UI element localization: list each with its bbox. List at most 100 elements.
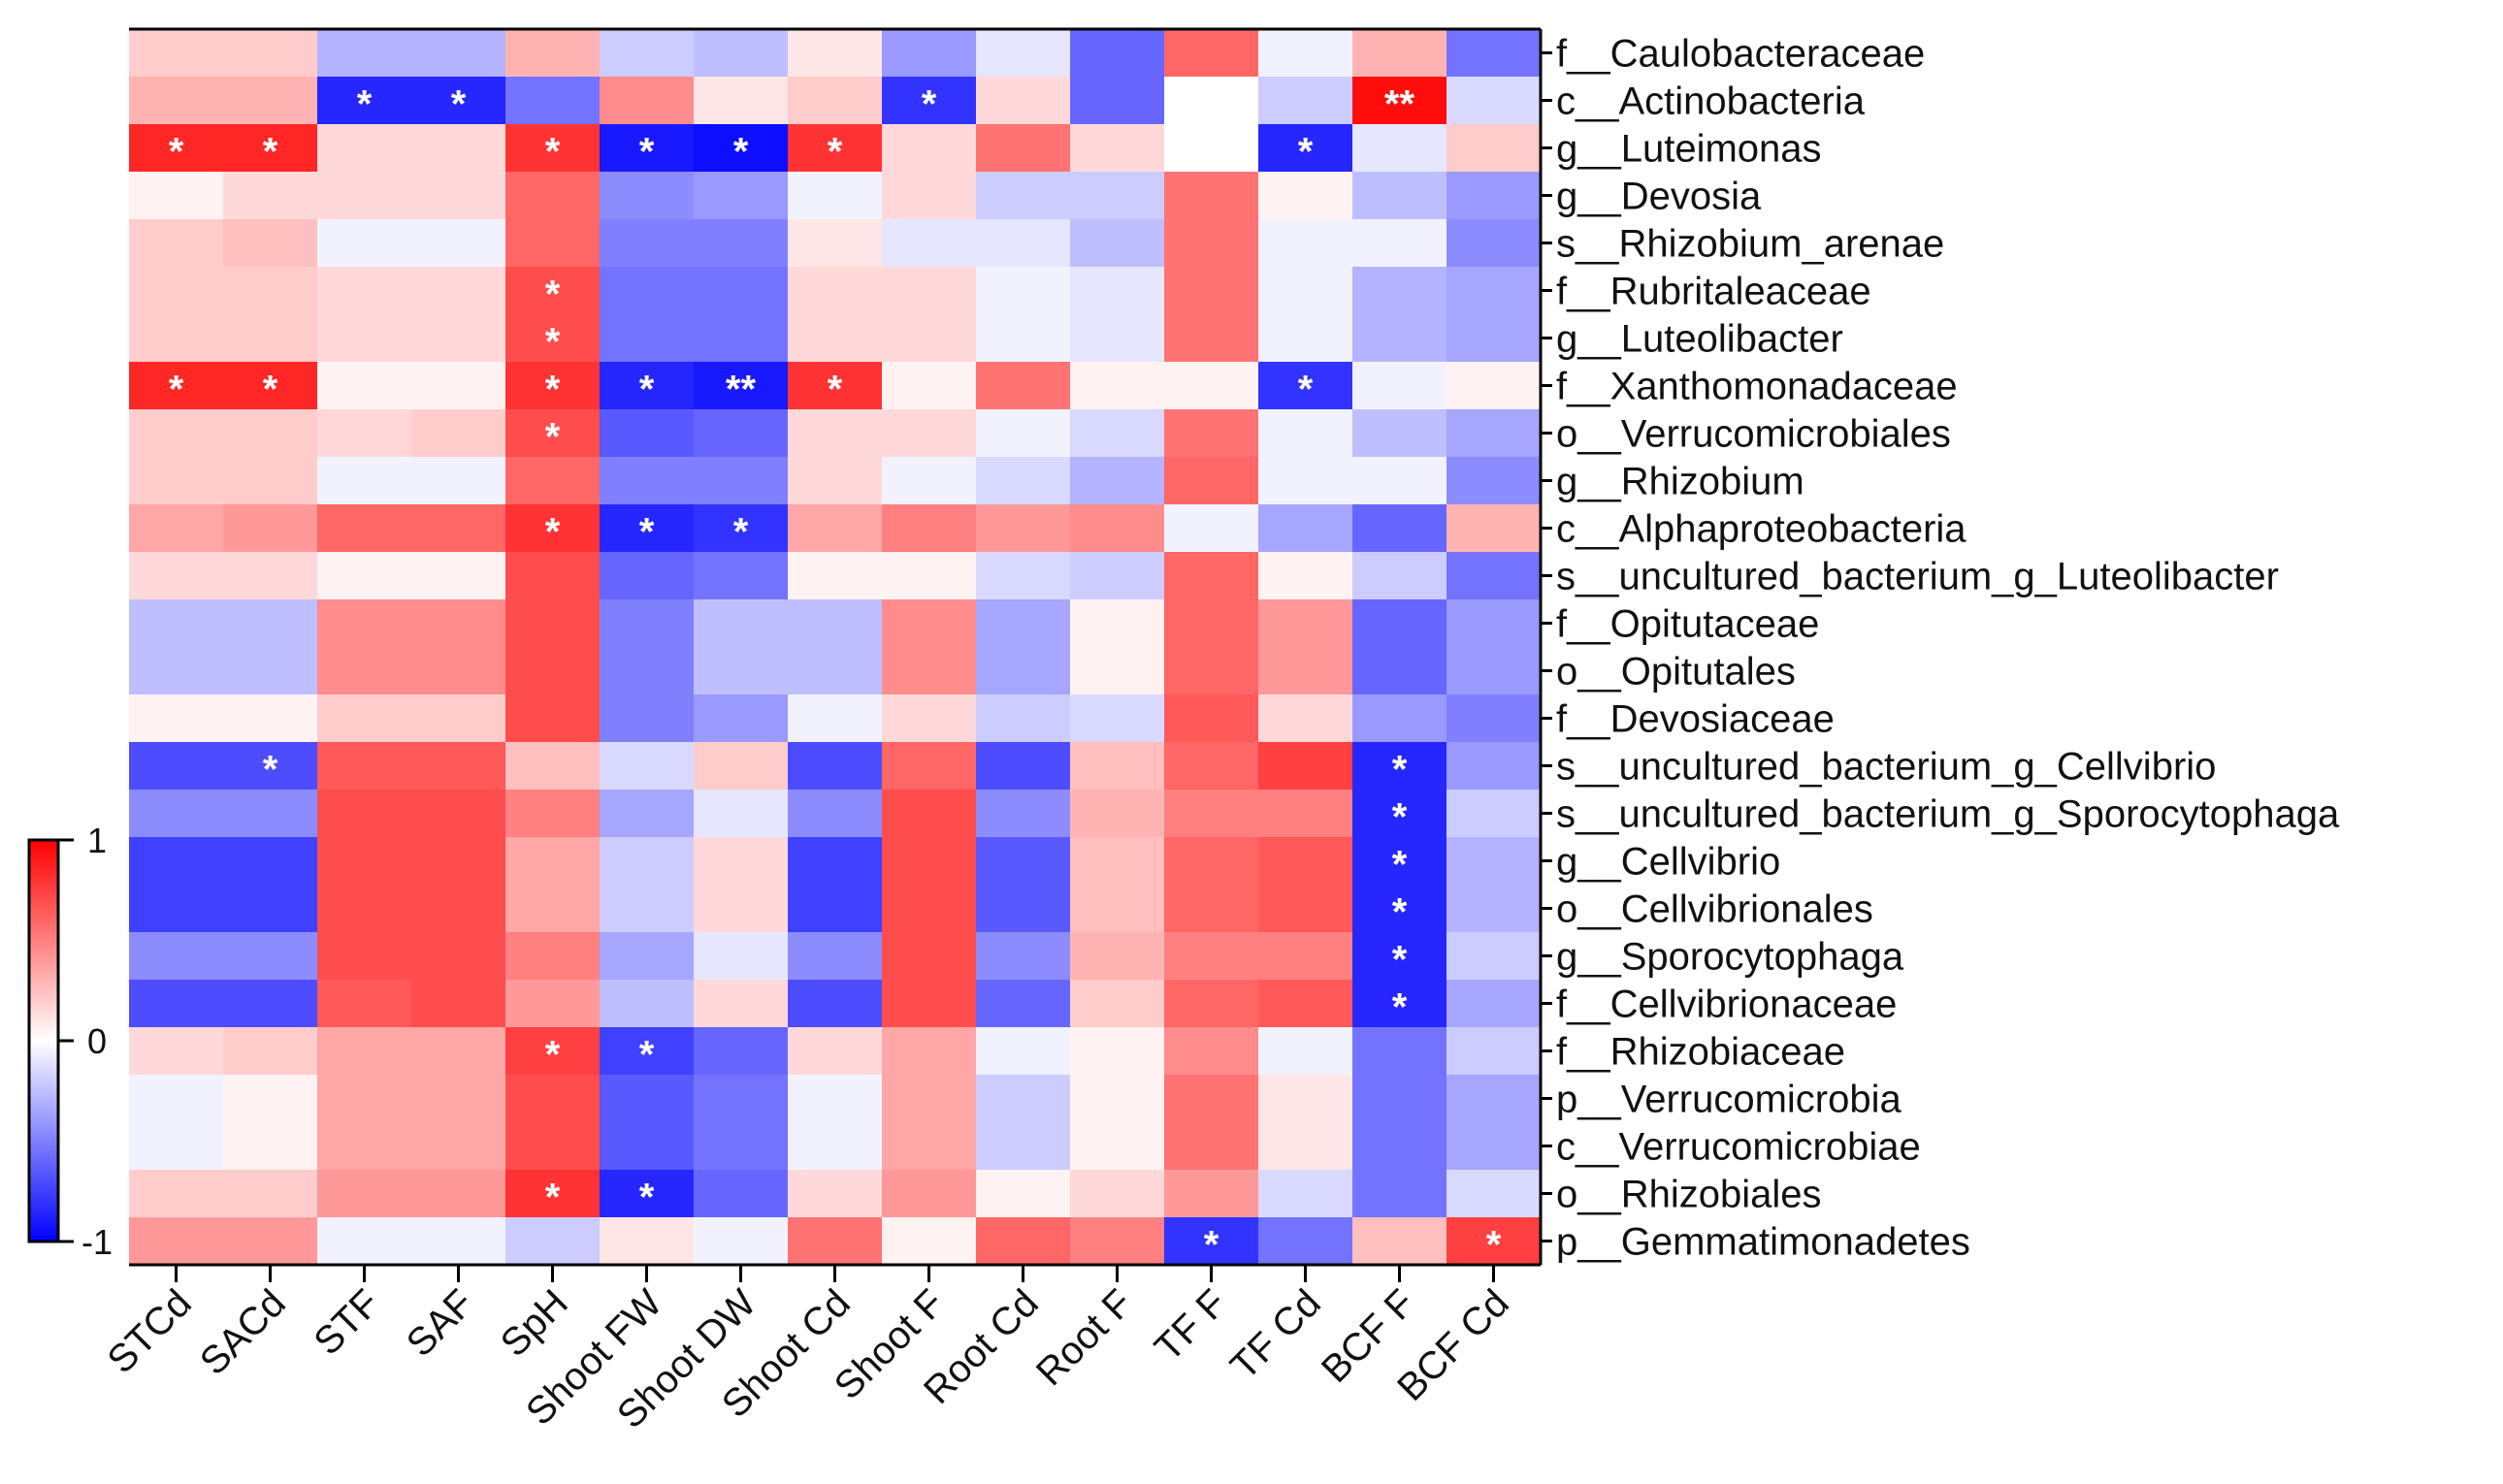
significance-marker: * [263, 131, 278, 174]
heatmap-cell [505, 77, 601, 125]
heatmap-cell [317, 1122, 412, 1171]
heatmap-cell [976, 1122, 1071, 1171]
significance-marker: * [545, 416, 561, 459]
heatmap-cell [882, 1122, 977, 1171]
significance-marker: * [451, 83, 467, 126]
heatmap-cell [317, 552, 412, 600]
significance-marker: * [545, 369, 561, 411]
heatmap-cell [1164, 362, 1259, 410]
heatmap-cell [129, 552, 224, 600]
row-label: s__Rhizobium_arenae [1556, 223, 1944, 266]
heatmap-cell [1447, 29, 1542, 78]
row-label: f__Rhizobiaceae [1556, 1031, 1845, 1074]
heatmap-cell [223, 837, 318, 886]
heatmap-cell [882, 362, 977, 410]
heatmap-cell [882, 837, 977, 886]
row-label: g__Cellvibrio [1556, 841, 1780, 884]
heatmap-cell [411, 314, 506, 363]
heatmap-cell [694, 1217, 789, 1266]
heatmap-cell [788, 837, 883, 886]
heatmap-cell [694, 599, 789, 648]
heatmap-cell [1352, 599, 1447, 648]
heatmap-cell [223, 742, 318, 790]
significance-marker: * [545, 321, 561, 364]
heatmap-cell [317, 790, 412, 838]
heatmap-cell [223, 790, 318, 838]
heatmap-cell [1164, 647, 1259, 695]
heatmap-cell [1258, 314, 1353, 363]
row-label: p__Verrucomicrobia [1556, 1079, 1902, 1121]
row-label: s__uncultured_bacterium_g_Sporocytophaga [1556, 793, 2340, 836]
significance-marker: * [1204, 1224, 1219, 1267]
heatmap-cell [1070, 457, 1165, 505]
heatmap-cell [1447, 1217, 1542, 1266]
heatmap-cell [1164, 457, 1259, 505]
column-label: STF [306, 1281, 388, 1364]
heatmap-cell [1447, 647, 1542, 695]
heatmap-cell [411, 932, 506, 981]
colorbar-tick-label: -1 [81, 1222, 113, 1262]
significance-marker: * [828, 369, 843, 411]
heatmap-cell [505, 694, 601, 743]
heatmap-cell [505, 504, 601, 553]
heatmap-cell [1164, 267, 1259, 315]
heatmap-cell [223, 267, 318, 315]
row-label: f__Xanthomonadaceae [1556, 366, 1958, 408]
heatmap-cell [1352, 267, 1447, 315]
heatmap-cell [317, 694, 412, 743]
heatmap-cell [317, 599, 412, 648]
heatmap-cell [600, 1075, 695, 1123]
heatmap-cell [223, 362, 318, 410]
heatmap-cell [1352, 932, 1447, 981]
heatmap-cell [411, 457, 506, 505]
heatmap-cell [694, 504, 789, 553]
heatmap-cell [882, 457, 977, 505]
significance-marker: * [545, 274, 561, 316]
heatmap-cell [505, 790, 601, 838]
significance-marker: * [639, 369, 655, 411]
heatmap-cell [600, 885, 695, 933]
heatmap-cell [694, 694, 789, 743]
heatmap-cell [317, 219, 412, 268]
heatmap-cell [976, 742, 1071, 790]
row-label: f__Devosiaceae [1556, 698, 1835, 741]
heatmap-cell [505, 885, 601, 933]
heatmap-cell [1164, 219, 1259, 268]
heatmap-cell [1447, 267, 1542, 315]
heatmap-cell [1352, 1170, 1447, 1218]
row-label: p__Gemmatimonadetes [1556, 1221, 1970, 1264]
heatmap-cell [600, 599, 695, 648]
heatmap-cell [976, 552, 1071, 600]
heatmap-cell [505, 1217, 601, 1266]
heatmap-cell [129, 837, 224, 886]
heatmap-cell [1447, 409, 1542, 458]
heatmap-cell [1164, 1122, 1259, 1171]
heatmap-cell [788, 1122, 883, 1171]
heatmap-cell [411, 599, 506, 648]
heatmap-cell [223, 980, 318, 1028]
heatmap-cell [317, 837, 412, 886]
heatmap-cell [1164, 980, 1259, 1028]
heatmap-cell [1352, 742, 1447, 790]
heatmap-cell [976, 694, 1071, 743]
heatmap-cell [1258, 172, 1353, 220]
heatmap-cell [694, 1170, 789, 1218]
heatmap-cell [411, 1027, 506, 1076]
colorbar-ticks: 1 0 -1 [58, 821, 113, 1262]
heatmap-cell [1164, 837, 1259, 886]
heatmap-cell [694, 980, 789, 1028]
heatmap-cell [1070, 1075, 1165, 1123]
heatmap-cell [600, 1122, 695, 1171]
heatmap-cell [976, 409, 1071, 458]
heatmap-cell [411, 647, 506, 695]
heatmap-cell [600, 219, 695, 268]
heatmap-cell [1164, 1075, 1259, 1123]
heatmap-cell [694, 1122, 789, 1171]
heatmap-cell [976, 457, 1071, 505]
heatmap-cell [1164, 885, 1259, 933]
heatmap-cell [505, 362, 601, 410]
heatmap-cell [882, 124, 977, 173]
heatmap-cell [1164, 742, 1259, 790]
x-axis-ticks [175, 1265, 1495, 1282]
heatmap-cell [317, 124, 412, 173]
